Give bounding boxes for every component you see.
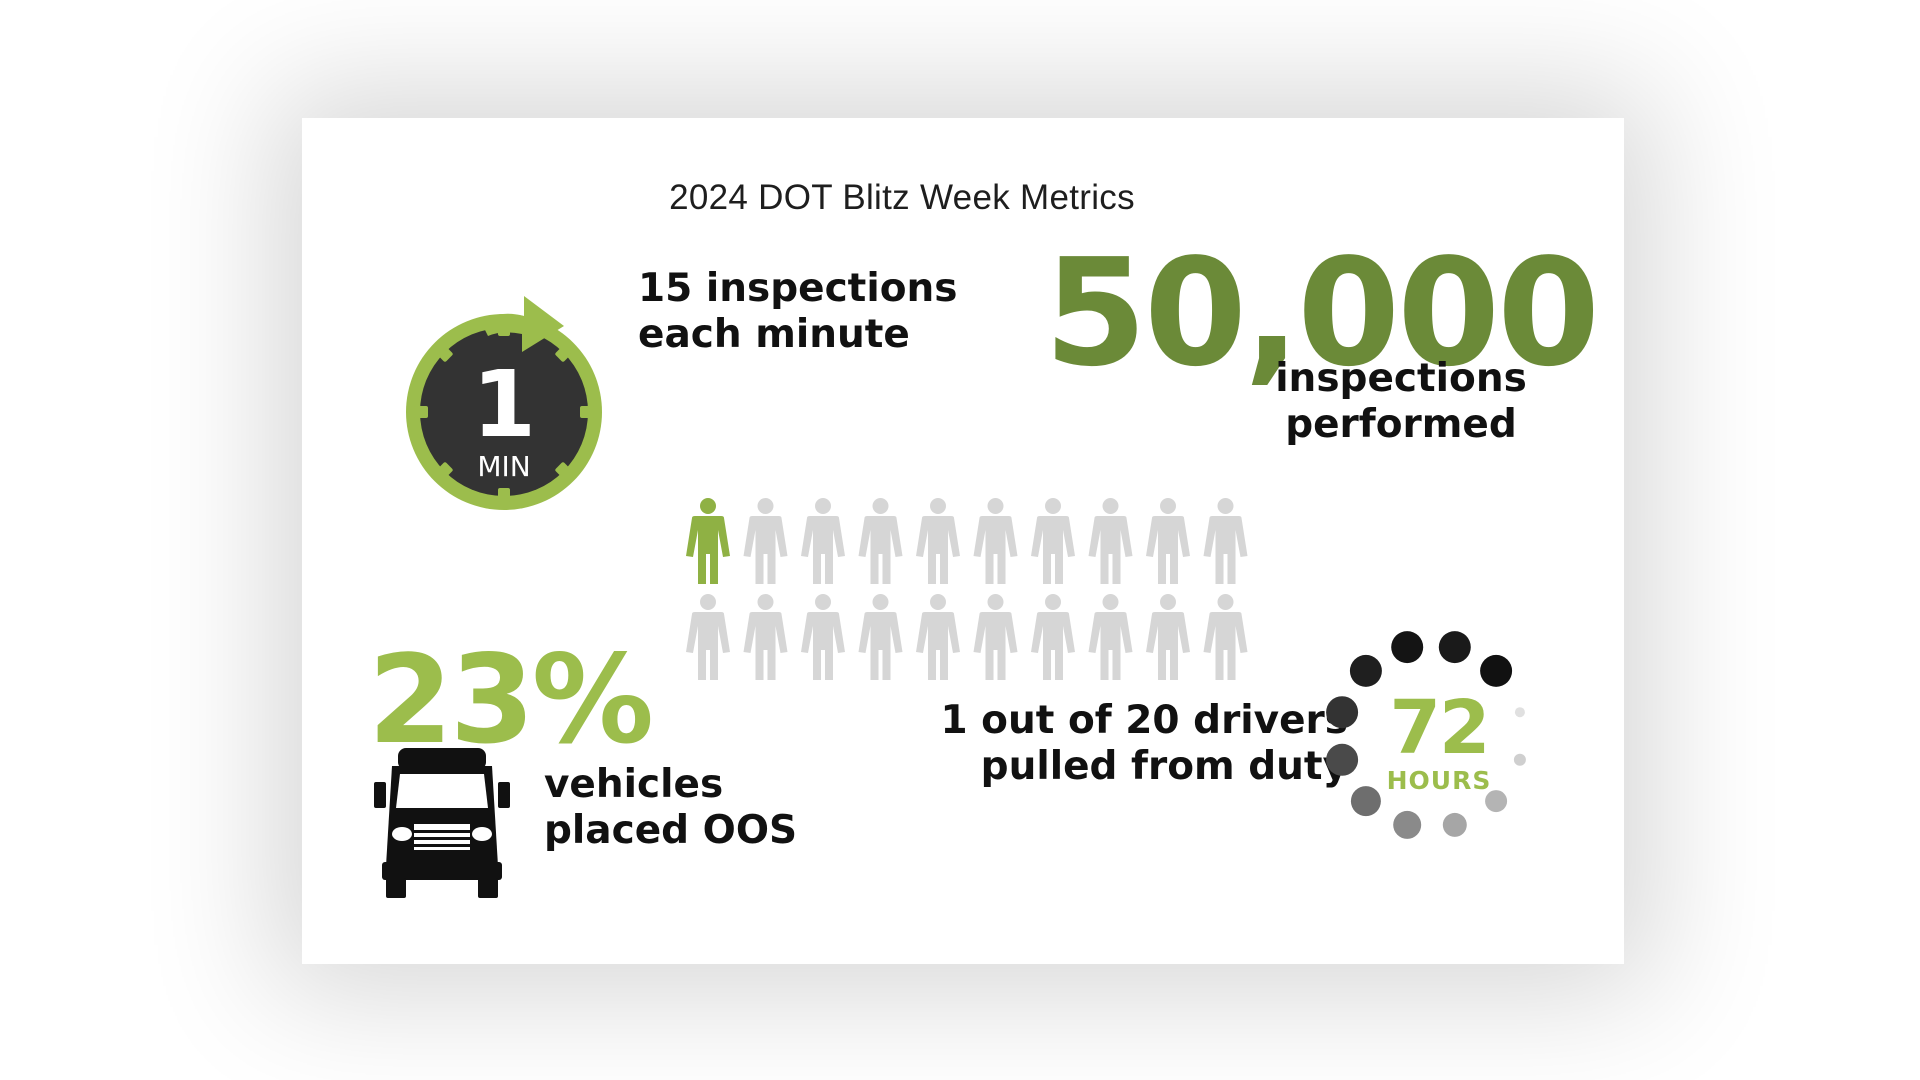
loading-dots-icon [1326, 631, 1526, 839]
oos-line2: placed OOS [544, 808, 798, 853]
person-icon [801, 498, 845, 584]
loading-dot [1326, 743, 1359, 776]
loading-dot [1514, 707, 1525, 718]
person-icon [973, 594, 1018, 680]
truck-icon [374, 748, 510, 898]
stopwatch-number: 1 [472, 351, 536, 458]
loading-dot [1438, 631, 1471, 664]
total-inspections-text: inspections performed [1226, 356, 1576, 448]
person-icon [858, 498, 903, 584]
total-inspections-value: 50,000 [1044, 227, 1600, 399]
loading-dot [1326, 696, 1359, 729]
loading-dot [1391, 631, 1424, 664]
drivers-people-grid [686, 498, 1248, 680]
metrics-card: 2024 DOT Blitz Week Metrics 1 MIN 15 ins… [302, 118, 1624, 964]
inspections-per-minute-line2: each minute [638, 312, 910, 357]
person-icon [1088, 498, 1133, 584]
oos-value: 23% [368, 629, 654, 771]
duration-value: 72 [1389, 685, 1491, 771]
oos-text: vehicles placed OOS [544, 762, 797, 854]
person-icon [1031, 594, 1075, 680]
drivers-text: 1 out of 20 drivers pulled from duty [938, 698, 1348, 790]
loading-dot [1393, 810, 1422, 839]
person-icon [686, 594, 730, 680]
oos-line1: vehicles [544, 762, 724, 807]
inspections-per-minute-line1: 15 inspections [638, 266, 958, 311]
loading-dot [1513, 753, 1526, 766]
inspections-per-minute-text: 15 inspections each minute [638, 266, 957, 358]
person-icon [1088, 594, 1133, 680]
person-icon [973, 498, 1018, 584]
person-icon [1031, 498, 1075, 584]
person-icon [1146, 594, 1190, 680]
person-icon [743, 498, 788, 584]
loading-dot [1485, 790, 1508, 813]
person-icon [916, 498, 960, 584]
person-icon [801, 594, 845, 680]
person-icon [1203, 498, 1248, 584]
loading-dot [1480, 654, 1513, 687]
person-icon [858, 594, 903, 680]
total-inspections-line1: inspections [1275, 356, 1527, 401]
stopwatch-unit: MIN [477, 450, 530, 483]
person-icon [1203, 594, 1248, 680]
drivers-line2: pulled from duty [980, 744, 1348, 789]
person-icon [743, 594, 788, 680]
stopwatch-icon: 1 MIN [406, 296, 602, 510]
duration-unit: HOURS [1386, 766, 1492, 795]
loading-dot [1442, 812, 1467, 837]
total-inspections-line2: performed [1285, 402, 1517, 447]
drivers-line1: 1 out of 20 drivers [940, 698, 1348, 743]
page-title: 2024 DOT Blitz Week Metrics [669, 178, 1135, 217]
person-icon [916, 594, 960, 680]
person-icon [1146, 498, 1190, 584]
person-icon-highlighted [686, 498, 730, 584]
loading-dot [1349, 654, 1382, 687]
loading-dot [1350, 786, 1381, 817]
